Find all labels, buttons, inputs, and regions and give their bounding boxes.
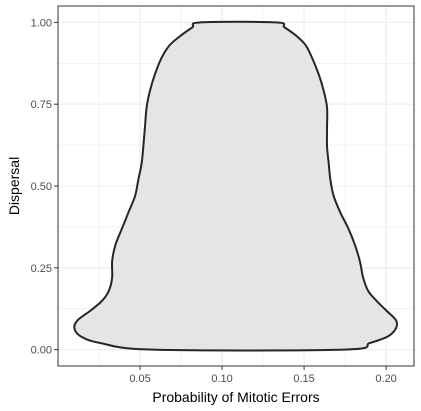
y-tick-label: 0.00: [31, 345, 52, 357]
x-axis-title: Probability of Mitotic Errors: [152, 389, 319, 405]
x-axis: 0.05 0.10 0.15 0.20: [129, 366, 397, 385]
x-tick-label: 0.15: [293, 373, 314, 385]
y-axis: 0.00 0.25 0.50 0.75 1.00: [31, 17, 58, 357]
y-axis-title: Dispersal: [6, 157, 22, 215]
x-tick-label: 0.10: [211, 373, 232, 385]
y-tick-label: 0.25: [31, 263, 52, 275]
y-tick-label: 0.75: [31, 99, 52, 111]
violin-shape: [73, 20, 399, 352]
y-tick-label: 1.00: [31, 17, 52, 29]
y-tick-label: 0.50: [31, 181, 52, 193]
x-tick-label: 0.20: [375, 373, 396, 385]
x-tick-label: 0.05: [129, 373, 150, 385]
